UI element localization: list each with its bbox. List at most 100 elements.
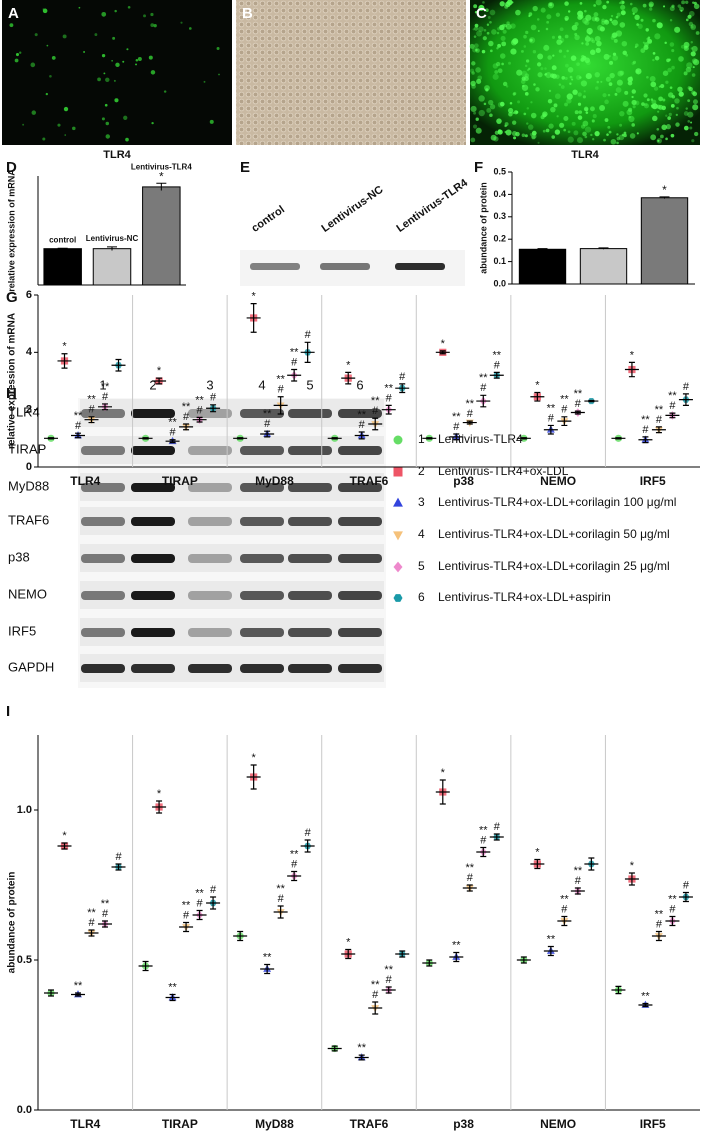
speck: [591, 119, 595, 123]
speck: [105, 121, 110, 126]
speck: [692, 59, 700, 66]
speck: [49, 74, 52, 78]
error-bar: [368, 1001, 383, 1015]
speck: [670, 133, 675, 138]
x-tick-label: TRAF6: [350, 474, 389, 488]
y-tick-label: 4: [26, 346, 33, 358]
significance: #: [305, 329, 312, 341]
significance: **: [357, 409, 366, 421]
error-bar: [422, 959, 437, 967]
speck: [505, 23, 512, 30]
speck: [576, 137, 584, 144]
speck: [564, 34, 569, 39]
speck: [487, 16, 491, 19]
speck: [513, 39, 518, 45]
speck: [671, 4, 675, 8]
speck: [470, 80, 476, 87]
significance: #: [291, 858, 298, 870]
speck: [640, 18, 644, 22]
significance: **: [384, 382, 393, 394]
speck: [664, 41, 667, 45]
speck: [668, 112, 672, 117]
speck: [622, 50, 627, 56]
speck: [551, 73, 557, 79]
speck: [609, 72, 615, 79]
speck: [542, 111, 548, 117]
speck: [631, 99, 637, 106]
speck: [486, 107, 492, 113]
speck: [530, 101, 533, 104]
significance: #: [197, 404, 204, 416]
speck: [499, 1, 505, 7]
error-bar: [354, 1054, 369, 1061]
speck: [473, 4, 478, 9]
significance: **: [74, 410, 83, 422]
significance: #: [264, 418, 271, 430]
speck: [656, 127, 660, 131]
speck: [674, 98, 680, 104]
speck: [594, 72, 600, 78]
speck: [474, 11, 478, 14]
speck: [478, 4, 485, 11]
error-bar: [341, 371, 356, 385]
speck: [651, 99, 657, 105]
error-bar: [651, 930, 666, 942]
speck: [626, 109, 633, 116]
speck: [530, 24, 537, 31]
error-bar: [354, 431, 369, 440]
speck: [531, 130, 537, 136]
speck: [644, 103, 648, 107]
speck: [632, 12, 635, 15]
speck: [635, 43, 639, 48]
speck: [669, 86, 673, 89]
error-bar: [179, 921, 194, 933]
speck: [650, 81, 657, 88]
y-tick-label: 0.5: [17, 954, 32, 966]
speck: [643, 103, 649, 109]
speck: [532, 5, 538, 12]
significance: #: [480, 834, 487, 846]
speck: [150, 23, 155, 27]
blot-band: [131, 591, 175, 600]
error-bar: [192, 909, 207, 921]
error-bar: [449, 433, 464, 441]
speck: [470, 105, 477, 113]
speck: [637, 23, 643, 29]
speck: [628, 107, 633, 112]
y-tick-label: 1.0: [17, 804, 32, 816]
speck: [605, 76, 611, 82]
micrograph-a: [2, 0, 232, 145]
error-bar: [638, 1002, 653, 1008]
significance: **: [547, 402, 556, 414]
speck: [473, 111, 477, 115]
error-bar: [584, 857, 599, 871]
significance: **: [384, 964, 393, 976]
speck: [533, 83, 536, 86]
speck: [667, 67, 672, 73]
x-tick-label: NEMO: [540, 1117, 576, 1131]
bar: [92, 248, 132, 286]
error-bar: [233, 437, 248, 440]
panel-letter: B: [242, 5, 253, 22]
speck: [683, 125, 689, 131]
x-tick-label: TLR4: [70, 1117, 100, 1131]
speck: [680, 9, 683, 12]
lane-label: Lentivirus-NC: [320, 184, 386, 235]
speck: [607, 125, 611, 129]
significance: **: [560, 893, 569, 905]
speck: [622, 100, 629, 107]
significance: #: [386, 974, 393, 986]
significance: **: [574, 388, 583, 400]
panel-letter: I: [6, 703, 10, 720]
error-bar: [462, 420, 477, 425]
speck: [101, 11, 107, 17]
marker: [393, 435, 403, 445]
speck: [687, 111, 694, 118]
speck: [687, 120, 691, 123]
speck: [101, 54, 106, 58]
speck: [623, 131, 627, 135]
speck: [584, 126, 592, 133]
speck: [586, 34, 589, 38]
speck: [646, 37, 649, 41]
significance: #: [102, 391, 109, 403]
